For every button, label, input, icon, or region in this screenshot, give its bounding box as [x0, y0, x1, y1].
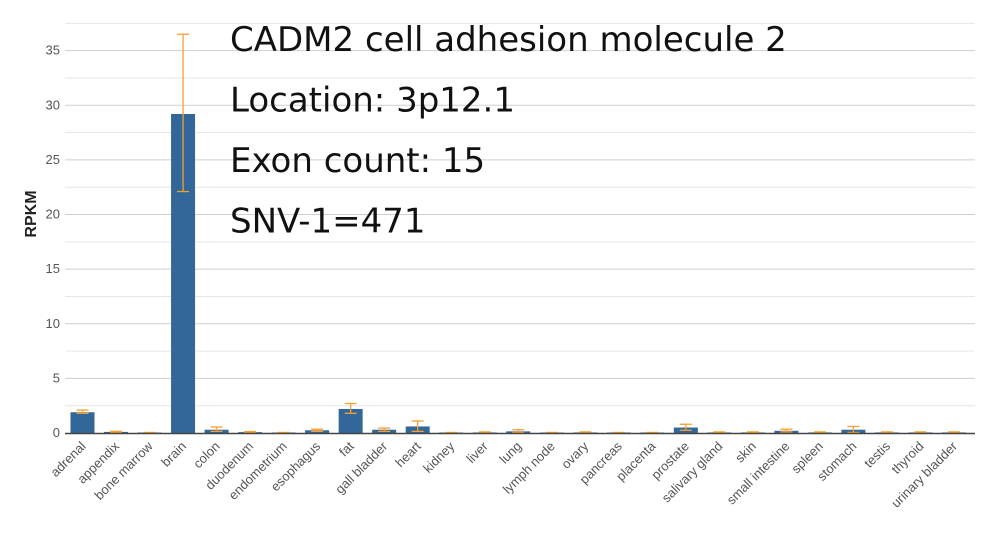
y-tick-label: 10	[46, 316, 60, 331]
annotations: CADM2 cell adhesion molecule 2 Location: …	[230, 20, 787, 242]
x-tick-label: brain	[158, 439, 189, 470]
error-bar-adrenal	[76, 409, 89, 414]
y-tick-label: 35	[46, 43, 60, 58]
error-bar-urinary-bladder	[947, 431, 960, 434]
y-tick-label: 25	[46, 152, 60, 167]
y-tick-labels: 0 5 10 15 20 25 30 35 40	[46, 0, 60, 440]
error-bar-appendix	[110, 430, 123, 434]
error-bar-lung	[512, 429, 525, 434]
annotation-line: Exon count: 15	[230, 141, 485, 181]
x-tick-label: liver	[463, 438, 491, 466]
y-tick-label: 0	[53, 425, 60, 440]
error-bar-testis	[880, 431, 893, 434]
error-bar-ovary	[579, 431, 592, 434]
error-bar-liver	[478, 431, 491, 434]
annotation-line: SNV-1=471	[230, 202, 426, 242]
error-bars	[76, 33, 960, 434]
error-bar-duodenum	[244, 430, 257, 434]
error-bar-colon	[210, 426, 223, 433]
error-bar-brain	[177, 33, 190, 193]
bars	[70, 113, 966, 434]
error-bar-small-intestine	[780, 428, 793, 433]
error-bar-prostate	[679, 423, 692, 431]
y-tick-label: 20	[46, 207, 60, 222]
annotation-line: Location: 3p12.1	[230, 81, 515, 121]
annotation-line: CADM2 cell adhesion molecule 2	[230, 20, 787, 60]
error-bar-fat	[344, 402, 357, 414]
error-bar-stomach	[847, 425, 860, 434]
y-tick-label: 5	[53, 370, 60, 385]
y-axis-title: RPKM	[23, 190, 40, 237]
x-tick-label: fat	[336, 438, 357, 459]
error-bar-gall-bladder	[378, 427, 391, 433]
y-tick-label: 15	[46, 261, 60, 276]
grid-lines	[65, 22, 975, 407]
x-tick-label: skin	[732, 439, 759, 466]
y-tick-label: 30	[46, 97, 60, 112]
y-tick-label: 40	[46, 0, 60, 3]
x-tick-label: lung	[496, 439, 524, 467]
error-bar-heart	[411, 420, 424, 433]
bar-adrenal	[70, 412, 95, 433]
error-bar-esophagus	[311, 428, 324, 433]
error-bar-thyroid	[914, 431, 927, 434]
error-bar-salivary-gland	[713, 431, 726, 434]
error-bar-spleen	[813, 431, 826, 434]
x-tick-label: kidney	[420, 438, 458, 476]
error-bar-skin	[746, 431, 759, 434]
